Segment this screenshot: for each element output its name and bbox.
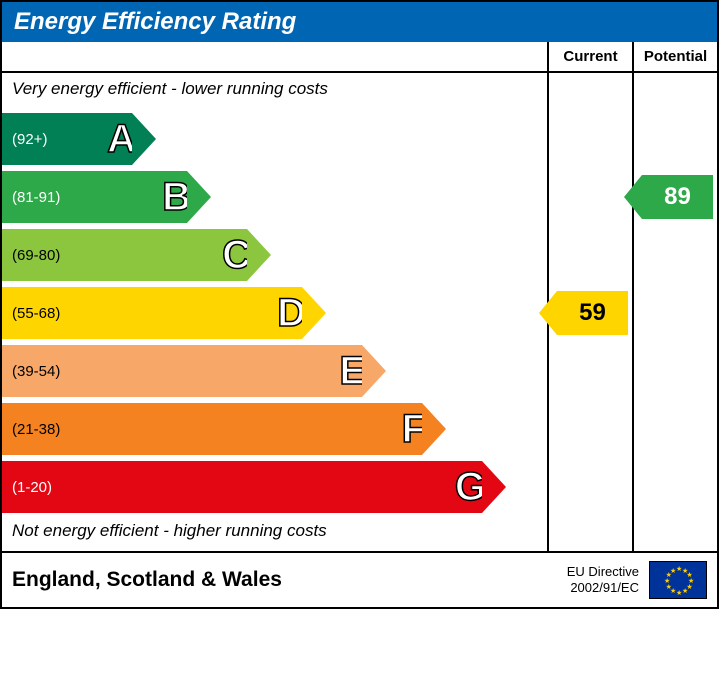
column-current: 59	[547, 73, 632, 551]
pointer-value: 59	[557, 291, 628, 335]
band-letter: E	[339, 349, 366, 394]
pointer-current: 59	[557, 291, 628, 335]
band-letter: B	[162, 175, 191, 220]
footer: England, Scotland & Wales EU Directive 2…	[2, 551, 717, 607]
band-bar: (81-91)B	[2, 171, 187, 223]
region-text: England, Scotland & Wales	[12, 568, 557, 592]
band-e: (39-54) E	[2, 345, 547, 397]
band-letter: D	[277, 291, 306, 336]
bands-wrap: (92+) A (81-91) B (69-80) C (55-68) D (39-54) E (2…	[2, 113, 547, 519]
band-bar: (1-20)G	[2, 461, 482, 513]
eu-flag-icon: ★★★★★★★★★★★★	[649, 561, 707, 599]
band-range: (92+)	[12, 131, 47, 148]
title-text: Energy Efficiency Rating	[14, 8, 296, 35]
bottom-caption: Not energy efficient - higher running co…	[2, 515, 337, 547]
band-c: (69-80) C	[2, 229, 547, 281]
band-bar: (21-38)F	[2, 403, 422, 455]
eu-star-icon: ★	[670, 567, 676, 575]
band-b: (81-91) B	[2, 171, 547, 223]
eu-star-icon: ★	[676, 589, 682, 597]
pointer-value: 89	[642, 175, 713, 219]
band-range: (1-20)	[12, 479, 52, 496]
band-g: (1-20) G	[2, 461, 547, 513]
header-potential: Potential	[632, 42, 717, 71]
directive-text: EU Directive 2002/91/EC	[567, 564, 639, 595]
band-d: (55-68) D	[2, 287, 547, 339]
band-range: (69-80)	[12, 247, 60, 264]
band-f: (21-38) F	[2, 403, 547, 455]
header-spacer	[2, 42, 547, 71]
band-letter: C	[222, 233, 251, 278]
directive-line2: 2002/91/EC	[570, 580, 639, 595]
eu-star-icon: ★	[682, 587, 688, 595]
band-range: (55-68)	[12, 305, 60, 322]
directive-line1: EU Directive	[567, 564, 639, 579]
band-bar: (39-54)E	[2, 345, 362, 397]
band-range: (21-38)	[12, 421, 60, 438]
chart-area: Very energy efficient - lower running co…	[2, 73, 547, 551]
band-bar: (69-80)C	[2, 229, 247, 281]
epc-container: Energy Efficiency Rating Current Potenti…	[0, 0, 719, 609]
column-header-row: Current Potential	[2, 42, 717, 73]
band-bar: (92+)A	[2, 113, 132, 165]
band-a: (92+) A	[2, 113, 547, 165]
band-bar: (55-68)D	[2, 287, 302, 339]
top-caption: Very energy efficient - lower running co…	[2, 73, 547, 105]
pointer-potential: 89	[642, 175, 713, 219]
band-range: (81-91)	[12, 189, 60, 206]
band-range: (39-54)	[12, 363, 60, 380]
title-bar: Energy Efficiency Rating	[2, 2, 717, 42]
band-letter: G	[455, 465, 486, 510]
header-current: Current	[547, 42, 632, 71]
chart-row: Very energy efficient - lower running co…	[2, 73, 717, 551]
column-potential: 89	[632, 73, 717, 551]
band-letter: A	[107, 117, 136, 162]
band-letter: F	[402, 407, 426, 452]
